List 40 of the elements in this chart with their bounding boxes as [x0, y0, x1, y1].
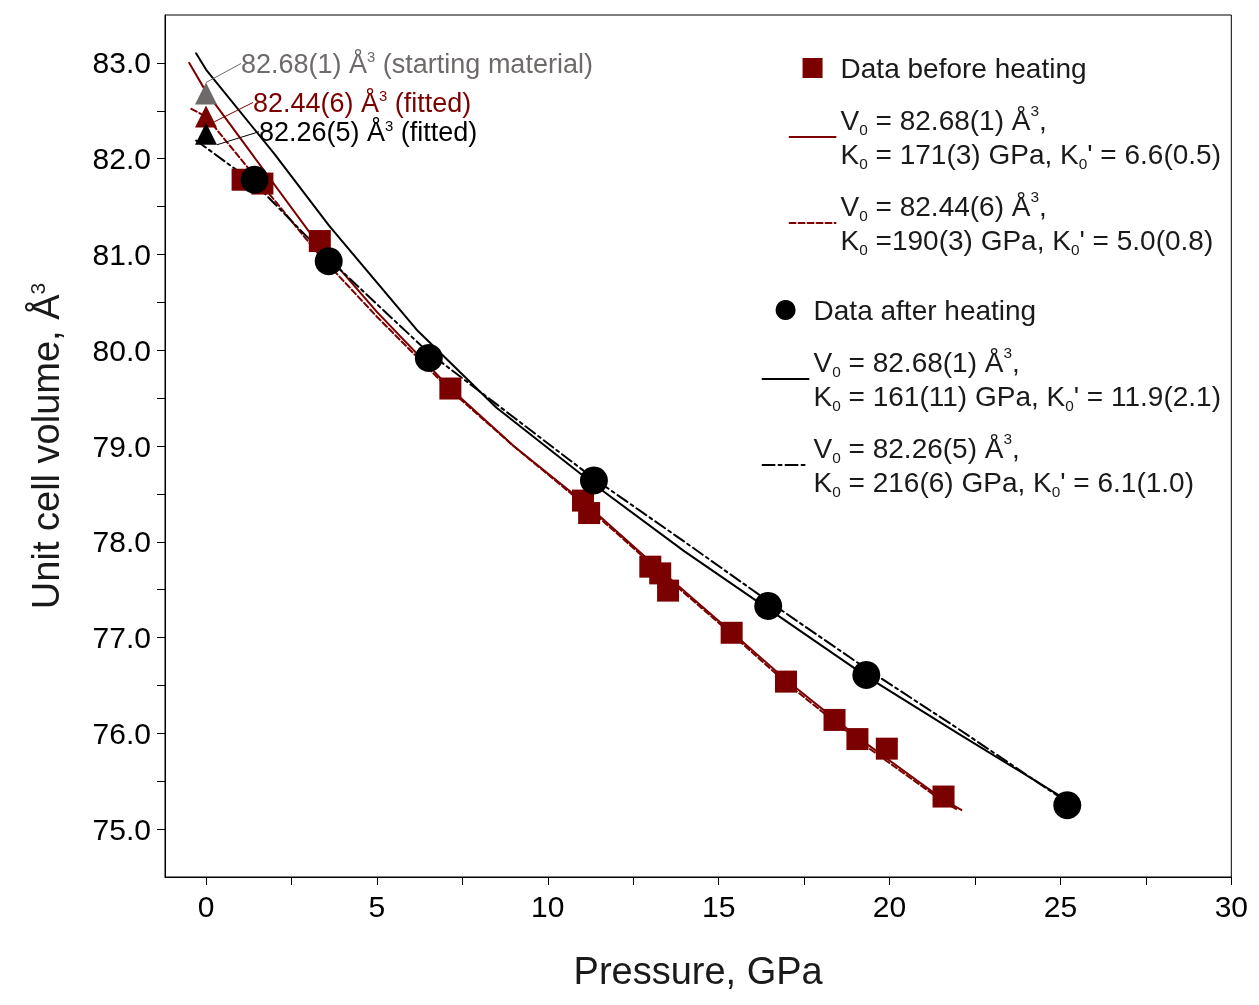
x-tick-label: 30 — [1214, 889, 1248, 923]
x-tick-label: 20 — [872, 889, 907, 923]
y-tick-label: 83.0 — [92, 46, 151, 80]
point — [578, 502, 601, 525]
point — [720, 621, 743, 644]
y-tick-label: 81.0 — [92, 237, 151, 271]
x-tick-label: 5 — [368, 889, 386, 923]
point — [414, 343, 443, 372]
point — [195, 122, 218, 145]
point — [579, 466, 608, 495]
y-tick-label: 78.0 — [92, 525, 151, 559]
y-tick-label: 76.0 — [92, 716, 151, 750]
point — [774, 670, 797, 693]
point — [195, 82, 218, 105]
x-tick-label: 10 — [531, 889, 565, 923]
point — [754, 591, 783, 620]
point — [308, 230, 331, 253]
point — [932, 785, 955, 808]
point — [314, 247, 343, 276]
legend-label: Data before heating — [840, 52, 1087, 84]
point — [657, 579, 680, 602]
x-tick-label: 0 — [197, 889, 215, 923]
y-axis-title: Unit cell volume, Å3 — [23, 282, 67, 610]
point — [823, 708, 846, 731]
point — [852, 660, 881, 689]
point — [195, 105, 218, 128]
y-tick-label: 79.0 — [92, 429, 151, 463]
point — [1053, 791, 1082, 820]
point — [240, 165, 269, 194]
y-tick-label: 75.0 — [92, 812, 151, 846]
y-tick-label: 77.0 — [92, 621, 151, 655]
y-tick-label: 80.0 — [92, 333, 151, 367]
x-tick-label: 25 — [1043, 889, 1078, 923]
point — [846, 728, 869, 751]
x-axis-title: Pressure, GPa — [573, 950, 824, 992]
legend-label: Data after heating — [813, 294, 1037, 326]
x-tick-label: 15 — [701, 889, 736, 923]
y-tick-label: 82.0 — [92, 142, 151, 176]
point — [439, 377, 462, 400]
point — [875, 737, 898, 760]
